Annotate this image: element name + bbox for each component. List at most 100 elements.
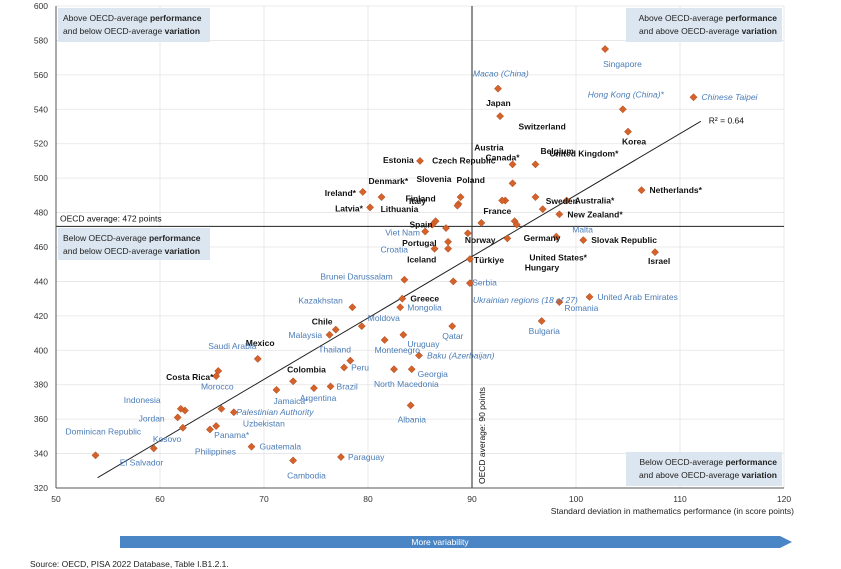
data-point (430, 244, 439, 253)
point-label: Slovak Republic (591, 235, 657, 245)
point-label: Ireland* (325, 188, 357, 198)
data-point (377, 193, 386, 202)
quadrant-text: and below OECD-average variation (63, 246, 200, 256)
data-point (173, 413, 182, 422)
y-tick-label: 400 (34, 345, 48, 355)
point-label: Denmark* (369, 176, 409, 186)
data-point (503, 234, 512, 243)
point-label: Chinese Taipei (702, 92, 759, 102)
data-point (498, 196, 507, 205)
data-point (538, 205, 547, 214)
axes: 320 340 360 380 400 420 440 460 480 500 520 540 560 5… (34, 1, 794, 516)
data-point (229, 408, 238, 417)
data-point (406, 401, 415, 410)
point-label: Japan (486, 98, 511, 108)
point-label: El Salvador (120, 457, 164, 467)
data-point (398, 294, 407, 303)
data-point (465, 255, 474, 264)
data-point (579, 236, 588, 245)
data-point (531, 193, 540, 202)
data-point (415, 351, 423, 360)
point-label: Argentina (300, 393, 337, 403)
data-point (326, 382, 335, 391)
data-point (247, 442, 256, 451)
point-label: Baku (Azerbaijan) (427, 350, 495, 360)
source-note: Source: OECD, PISA 2022 Database, Table … (30, 559, 229, 569)
point-label: North Macedonia (374, 379, 439, 389)
point-label: Poland (457, 175, 485, 185)
point-label: Colombia (287, 364, 326, 374)
data-point (508, 160, 517, 169)
x-tick-label: 80 (363, 494, 373, 504)
point-label: Malaysia (289, 330, 323, 340)
data-point (494, 84, 502, 93)
point-label: Spain (409, 220, 432, 230)
point-label: Iceland (407, 255, 436, 265)
point-label: Kazakhstan (298, 295, 343, 305)
data-point (400, 275, 409, 284)
data-point (496, 112, 505, 121)
point-label: Serbia (472, 277, 497, 287)
data-point (449, 277, 458, 286)
point-label: Moldova (368, 313, 400, 323)
point-label: Mongolia (407, 302, 442, 312)
point-label: Morocco (201, 382, 234, 392)
y-tick-label: 540 (34, 104, 48, 114)
y-tick-label: 520 (34, 139, 48, 149)
data-point (456, 193, 465, 202)
data-point (465, 279, 474, 288)
trend-line-path (97, 120, 702, 479)
data-point (444, 237, 453, 246)
x-tick-label: 50 (51, 494, 61, 504)
data-point (477, 218, 486, 227)
point-label: Uzbekistan (243, 418, 285, 428)
data-point (399, 330, 408, 339)
point-label: Singapore (603, 59, 642, 69)
y-tick-label: 320 (34, 483, 48, 493)
data-point (380, 336, 389, 344)
point-label: Palestinian Authority (236, 407, 314, 417)
point-label: United Kingdom* (549, 148, 619, 158)
y-tick-label: 560 (34, 70, 48, 80)
quadrant-text: Above OECD-average performance (639, 13, 778, 23)
y-tick-label: 480 (34, 208, 48, 218)
point-label: Canada* (486, 152, 521, 162)
point-label: Greece (410, 294, 439, 304)
point-label: Korea (622, 137, 646, 147)
data-point (552, 232, 561, 241)
data-point (585, 292, 594, 301)
point-label: Chile (312, 317, 333, 327)
data-point (442, 224, 450, 233)
x-axis-title: Standard deviation in mathematics perfor… (551, 506, 794, 516)
y-tick-label: 580 (34, 35, 48, 45)
point-label: United Arab Emirates (598, 292, 678, 302)
data-point (178, 423, 187, 432)
y-tick-label: 420 (34, 311, 48, 321)
arrow-shape (120, 536, 792, 548)
point-label: Netherlands* (650, 185, 703, 195)
variability-arrow: More variability (120, 536, 792, 548)
data-point (453, 201, 462, 210)
point-label: Sweden (546, 196, 578, 206)
x-tick-label: 70 (259, 494, 269, 504)
data-point (149, 444, 158, 453)
point-label: Jamaica* (273, 396, 309, 406)
r-squared-label: R² = 0.64 (709, 115, 744, 125)
point-label: Türkiye (474, 255, 505, 265)
data-point (421, 227, 430, 236)
data-point (637, 186, 646, 195)
data-point (531, 160, 540, 169)
data-point (396, 303, 405, 312)
data-point (508, 179, 517, 188)
data-point (562, 196, 571, 205)
data-point (651, 248, 659, 257)
trend-line: R² = 0.64 (97, 115, 744, 479)
data-point (537, 317, 546, 325)
quadrant-text: and below OECD-average variation (63, 26, 200, 36)
data-point (289, 377, 298, 386)
point-label: Israel (648, 256, 670, 266)
point-label: Hungary (525, 263, 560, 273)
quadrant-box-top-right (626, 8, 782, 42)
quadrant-labels: Above OECD-average performance and below … (58, 8, 782, 486)
